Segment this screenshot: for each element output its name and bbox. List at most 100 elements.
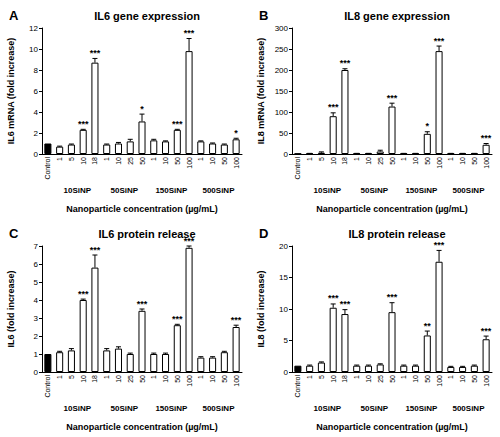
- svg-text:0: 0: [34, 368, 39, 377]
- svg-text:***: ***: [387, 292, 398, 302]
- svg-text:4: 4: [34, 108, 39, 117]
- svg-text:25: 25: [127, 157, 134, 165]
- svg-text:10: 10: [365, 157, 372, 165]
- svg-text:10: 10: [459, 157, 466, 165]
- svg-text:7: 7: [34, 242, 39, 251]
- svg-text:1: 1: [447, 375, 454, 379]
- svg-text:300: 300: [275, 24, 289, 33]
- svg-text:150SiNP: 150SiNP: [155, 186, 188, 195]
- svg-text:18: 18: [91, 157, 98, 165]
- svg-text:20: 20: [279, 242, 288, 251]
- svg-text:10: 10: [80, 375, 87, 383]
- svg-text:B: B: [259, 8, 268, 23]
- svg-text:IL8 protein release: IL8 protein release: [348, 228, 445, 240]
- svg-text:1: 1: [400, 157, 407, 161]
- svg-text:10: 10: [209, 375, 216, 383]
- svg-text:0: 0: [284, 150, 289, 159]
- svg-text:***: ***: [78, 119, 89, 129]
- svg-text:10: 10: [279, 305, 288, 314]
- svg-text:10SiNP: 10SiNP: [314, 404, 342, 413]
- svg-text:10: 10: [80, 157, 87, 165]
- svg-text:***: ***: [340, 58, 351, 68]
- svg-text:50: 50: [471, 375, 478, 383]
- svg-text:***: ***: [481, 326, 492, 336]
- svg-text:6: 6: [34, 87, 39, 96]
- svg-text:10SiNP: 10SiNP: [314, 186, 342, 195]
- svg-text:50SiNP: 50SiNP: [111, 404, 139, 413]
- svg-text:1: 1: [306, 157, 313, 161]
- svg-text:Control: Control: [44, 157, 51, 180]
- svg-text:18: 18: [341, 157, 348, 165]
- svg-text:150SiNP: 150SiNP: [405, 404, 438, 413]
- svg-text:**: **: [424, 321, 432, 331]
- svg-text:***: ***: [328, 102, 339, 112]
- svg-text:IL8 (fold increase): IL8 (fold increase): [256, 270, 266, 347]
- svg-text:10: 10: [115, 157, 122, 165]
- svg-text:500SiNP: 500SiNP: [452, 404, 485, 413]
- svg-text:5: 5: [318, 375, 325, 379]
- svg-text:150: 150: [275, 87, 289, 96]
- svg-text:Nanoparticle concentration (µg: Nanoparticle concentration (µg/mL): [316, 204, 468, 214]
- svg-text:100: 100: [483, 157, 490, 169]
- svg-text:100: 100: [436, 375, 443, 387]
- svg-text:10: 10: [365, 375, 372, 383]
- svg-text:100: 100: [233, 375, 240, 387]
- svg-text:IL6 protein release: IL6 protein release: [98, 228, 195, 240]
- svg-text:***: ***: [172, 314, 183, 324]
- svg-text:4: 4: [34, 296, 39, 305]
- svg-text:50: 50: [221, 157, 228, 165]
- svg-text:50: 50: [139, 375, 146, 383]
- svg-text:25: 25: [377, 157, 384, 165]
- svg-text:100: 100: [186, 157, 193, 169]
- svg-text:1: 1: [56, 375, 63, 379]
- svg-text:***: ***: [137, 299, 148, 309]
- svg-text:150SiNP: 150SiNP: [155, 404, 188, 413]
- svg-text:8: 8: [34, 66, 39, 75]
- svg-text:2: 2: [34, 129, 39, 138]
- svg-text:10: 10: [115, 375, 122, 383]
- svg-text:1: 1: [353, 375, 360, 379]
- svg-text:1: 1: [150, 157, 157, 161]
- svg-text:50: 50: [139, 157, 146, 165]
- svg-text:25: 25: [377, 375, 384, 383]
- svg-text:1: 1: [150, 375, 157, 379]
- svg-text:*: *: [140, 104, 144, 114]
- svg-text:0: 0: [284, 368, 289, 377]
- svg-text:***: ***: [434, 240, 445, 250]
- svg-text:50: 50: [424, 157, 431, 165]
- svg-text:50: 50: [389, 375, 396, 383]
- svg-text:***: ***: [90, 245, 101, 255]
- svg-text:50: 50: [174, 157, 181, 165]
- svg-text:IL6 gene expression: IL6 gene expression: [94, 10, 200, 22]
- svg-text:*: *: [234, 128, 238, 138]
- svg-text:200: 200: [275, 66, 289, 75]
- svg-text:10: 10: [162, 157, 169, 165]
- svg-text:5: 5: [318, 157, 325, 161]
- svg-text:Nanoparticle concentration (µg: Nanoparticle concentration (µg/mL): [66, 422, 218, 432]
- svg-text:25: 25: [127, 375, 134, 383]
- svg-text:1: 1: [103, 157, 110, 161]
- svg-text:1: 1: [197, 157, 204, 161]
- svg-text:50: 50: [471, 157, 478, 165]
- svg-text:50SiNP: 50SiNP: [361, 186, 389, 195]
- svg-text:10: 10: [412, 157, 419, 165]
- svg-text:50: 50: [389, 157, 396, 165]
- svg-text:*: *: [426, 121, 430, 131]
- svg-text:Nanoparticle concentration (µg: Nanoparticle concentration (µg/mL): [66, 204, 218, 214]
- svg-text:1: 1: [353, 157, 360, 161]
- svg-text:12: 12: [29, 24, 38, 33]
- svg-text:IL6 (fold increase): IL6 (fold increase): [6, 270, 16, 347]
- svg-text:***: ***: [340, 299, 351, 309]
- svg-text:100: 100: [233, 157, 240, 169]
- svg-text:***: ***: [184, 28, 195, 38]
- svg-text:10SiNP: 10SiNP: [64, 186, 92, 195]
- svg-text:***: ***: [481, 133, 492, 143]
- svg-text:5: 5: [68, 375, 75, 379]
- svg-text:***: ***: [90, 48, 101, 58]
- svg-text:1: 1: [447, 157, 454, 161]
- svg-text:150SiNP: 150SiNP: [405, 186, 438, 195]
- svg-text:3: 3: [34, 314, 39, 323]
- svg-text:500SiNP: 500SiNP: [202, 186, 235, 195]
- svg-text:***: ***: [434, 36, 445, 46]
- svg-text:D: D: [259, 226, 268, 241]
